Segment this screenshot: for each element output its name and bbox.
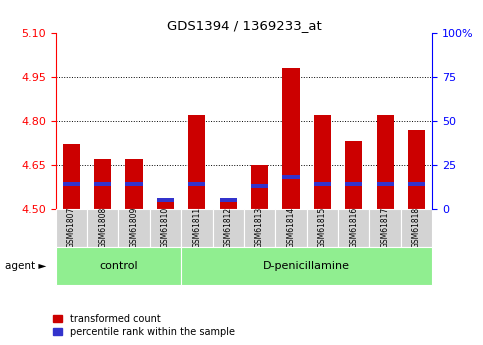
Text: GSM61813: GSM61813 [255,207,264,248]
Bar [56,209,87,247]
Text: GSM61816: GSM61816 [349,207,358,248]
Bar [63,182,80,186]
Text: D-penicillamine: D-penicillamine [263,261,350,270]
Legend: transformed count, percentile rank within the sample: transformed count, percentile rank withi… [53,314,235,337]
Bar [188,115,205,209]
Bar [338,209,369,247]
Text: control: control [99,261,138,270]
Bar [157,198,174,202]
Text: GSM61814: GSM61814 [286,207,296,248]
Bar [369,209,401,247]
Bar [314,115,331,209]
Bar [220,200,237,209]
Bar [251,184,268,188]
Bar [408,130,425,209]
Bar [181,247,432,285]
Bar [244,209,275,247]
Text: agent ►: agent ► [5,261,46,270]
Text: GSM61817: GSM61817 [381,207,390,248]
Text: GSM61815: GSM61815 [318,207,327,248]
Text: GSM61809: GSM61809 [129,207,139,248]
Bar [94,182,111,186]
Text: GSM61810: GSM61810 [161,207,170,248]
Bar [126,182,142,186]
Bar [251,165,268,209]
Bar [275,209,307,247]
Bar [118,209,150,247]
Text: GSM61808: GSM61808 [98,207,107,248]
Text: GSM61812: GSM61812 [224,207,233,248]
Bar [377,182,394,186]
Text: GSM61818: GSM61818 [412,207,421,248]
Bar [408,182,425,186]
Bar [307,209,338,247]
Text: GSM61807: GSM61807 [67,207,76,248]
Title: GDS1394 / 1369233_at: GDS1394 / 1369233_at [167,19,321,32]
Bar [213,209,244,247]
Bar [283,175,299,179]
Text: GSM61811: GSM61811 [192,207,201,248]
Bar [345,141,362,209]
Bar [283,68,299,209]
Bar [126,159,142,209]
Bar [181,209,213,247]
Bar [401,209,432,247]
Bar [87,209,118,247]
Bar [94,159,111,209]
Bar [314,182,331,186]
Bar [56,247,181,285]
Bar [377,115,394,209]
Bar [63,144,80,209]
Bar [157,200,174,209]
Bar [188,182,205,186]
Bar [220,198,237,202]
Bar [345,182,362,186]
Bar [150,209,181,247]
